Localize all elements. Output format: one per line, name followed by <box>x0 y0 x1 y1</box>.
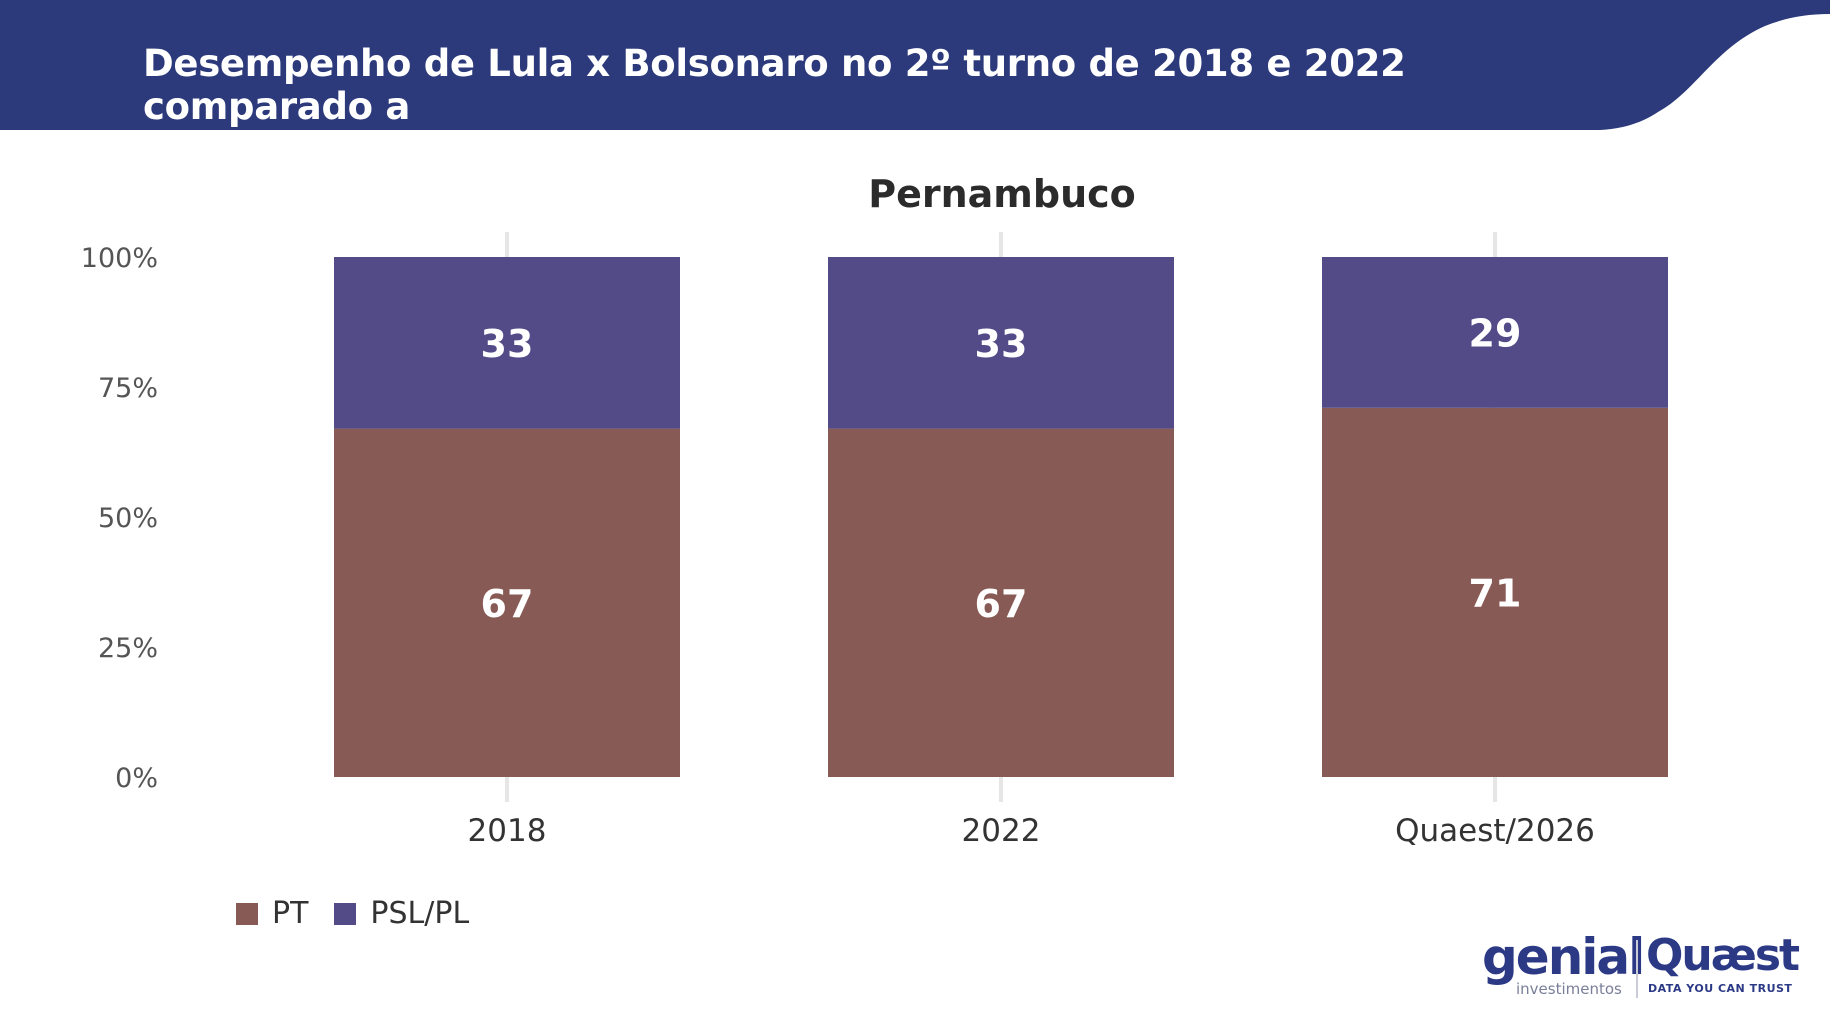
data-label: 29 <box>1469 311 1522 355</box>
y-tick-label: 100% <box>81 243 158 274</box>
bar-segment <box>1322 407 1668 777</box>
y-axis: 0% 25% 50% 75% 100% <box>81 243 158 794</box>
genial-logo-subtitle: investimentos <box>1516 980 1622 998</box>
x-axis: 2018 2022 Quaest/2026 <box>468 813 1595 849</box>
data-label: 33 <box>481 322 534 366</box>
legend-item: PT <box>236 896 308 931</box>
chart-title: Pernambuco <box>868 172 1136 216</box>
data-label: 71 <box>1469 571 1522 615</box>
x-tick-label: Quaest/2026 <box>1395 813 1595 849</box>
legend-swatch <box>236 902 258 925</box>
quaest-logo-subtitle: DATA YOU CAN TRUST <box>1648 982 1793 995</box>
bar-segment <box>1322 257 1668 408</box>
legend-label: PSL/PL <box>370 896 470 931</box>
bar-segment <box>828 257 1174 429</box>
x-tick-label: 2022 <box>962 813 1041 849</box>
bars: 67 33 67 33 71 29 <box>334 257 1668 777</box>
legend-swatch <box>334 902 357 925</box>
legend: PT PSL/PL <box>236 896 495 931</box>
header-background <box>0 0 1830 130</box>
data-label: 67 <box>481 582 534 626</box>
x-tick-label: 2018 <box>468 813 547 849</box>
page-title: Desempenho de Lula x Bolsonaro no 2º tur… <box>143 42 1623 171</box>
legend-label: PT <box>272 896 309 931</box>
genial-logo-word: genial <box>1482 928 1645 986</box>
data-label: 67 <box>975 582 1028 626</box>
bar-segment <box>334 257 680 429</box>
legend-item: PSL/PL <box>334 896 469 931</box>
header-banner: Desempenho de Lula x Bolsonaro no 2º tur… <box>0 0 1830 171</box>
page-title-line-2: Lula x Flávio na pesquisa Genial/Quaest … <box>143 128 1495 171</box>
quaest-logo-word: Quæst <box>1646 930 1800 981</box>
y-tick-label: 75% <box>98 373 158 404</box>
y-tick-label: 25% <box>98 633 158 664</box>
genial-logo: genial investimentos <box>1482 928 1645 1000</box>
quaest-logo: Quæst DATA YOU CAN TRUST <box>1646 930 1816 1000</box>
y-tick-label: 50% <box>98 503 158 534</box>
bar-segment <box>828 428 1174 777</box>
y-tick-label: 0% <box>115 763 158 794</box>
data-label: 33 <box>975 322 1028 366</box>
logo-divider <box>1636 940 1638 998</box>
bar-segment <box>334 428 680 777</box>
page-title-line-1: Desempenho de Lula x Bolsonaro no 2º tur… <box>143 42 1406 128</box>
